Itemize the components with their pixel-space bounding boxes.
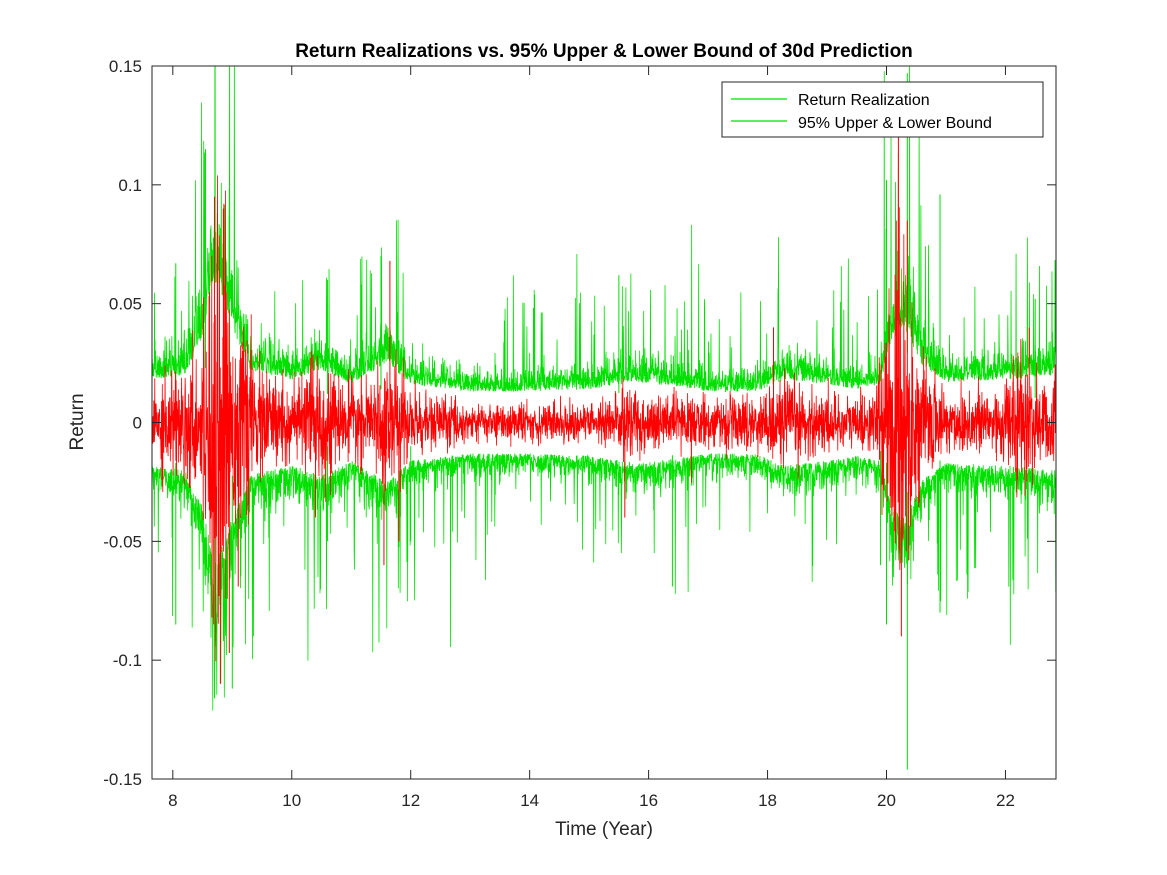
x-axis: 8 10 12 14 16 18 20 22 xyxy=(168,66,1015,810)
x-tick-label: 8 xyxy=(168,791,177,810)
x-tick-label: 16 xyxy=(639,791,658,810)
y-tick-label: 0.1 xyxy=(118,176,142,195)
y-tick-label: 0.15 xyxy=(109,57,142,76)
y-tick-label: -0.1 xyxy=(113,651,142,670)
x-tick-label: 18 xyxy=(758,791,777,810)
x-tick-label: 20 xyxy=(877,791,896,810)
x-tick-label: 22 xyxy=(996,791,1015,810)
x-tick-label: 14 xyxy=(520,791,539,810)
y-axis: -0.15 -0.1 -0.05 0 0.05 0.1 0.15 xyxy=(103,57,1056,789)
legend-box xyxy=(721,81,1044,138)
legend-entry-return-realization: Return Realization xyxy=(798,92,930,109)
plot-area xyxy=(151,65,1057,780)
return-realization-line xyxy=(152,175,1056,662)
upper-bound-line xyxy=(152,66,1056,392)
y-tick-label: -0.05 xyxy=(103,532,142,551)
lower-bound-line xyxy=(152,453,1056,711)
y-tick-label: 0.05 xyxy=(109,295,142,314)
legend: Return Realization 95% Upper & Lower Bou… xyxy=(721,81,1044,138)
y-axis-label: Return xyxy=(67,393,88,450)
x-tick-label: 10 xyxy=(282,791,301,810)
y-tick-label: 0 xyxy=(133,414,142,433)
chart-title: Return Realizations vs. 95% Upper & Lowe… xyxy=(295,41,913,62)
x-tick-label: 12 xyxy=(401,791,420,810)
y-tick-label: -0.15 xyxy=(103,770,142,789)
x-axis-label: Time (Year) xyxy=(555,819,653,840)
legend-entry-bounds: 95% Upper & Lower Bound xyxy=(798,115,992,132)
